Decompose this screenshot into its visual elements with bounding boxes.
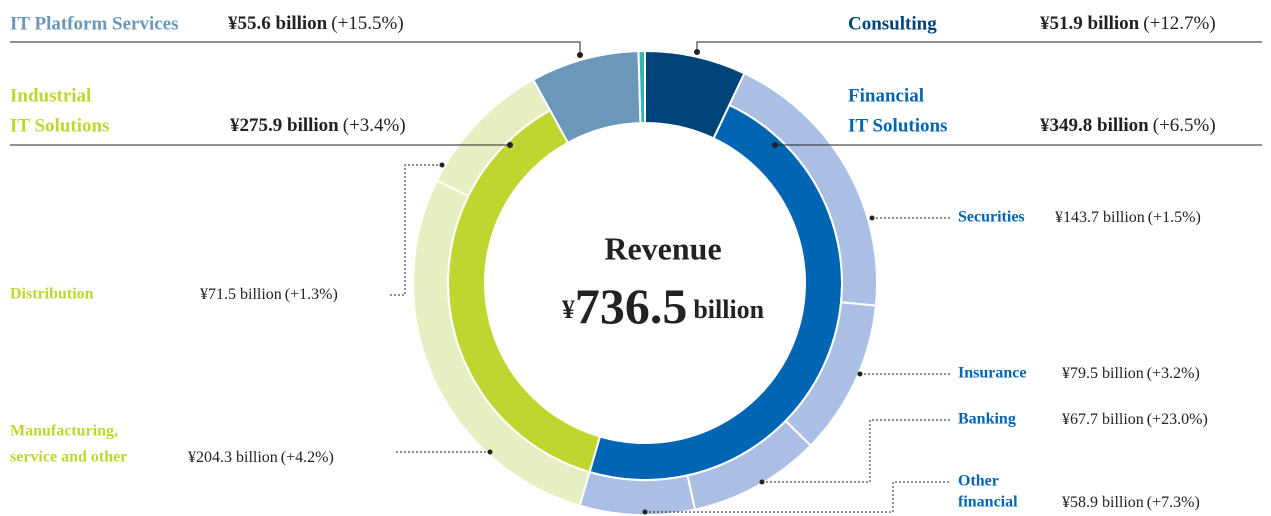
sub-segment-value: ¥67.7 billion (+23.0%) bbox=[1062, 411, 1208, 428]
value-label: ¥349.8 billion bbox=[1040, 115, 1149, 136]
sub-segment-name: Securities bbox=[958, 209, 1025, 226]
sub-segment-value: ¥79.5 billion (+3.2%) bbox=[1062, 365, 1200, 382]
leader-dot bbox=[857, 371, 863, 377]
value-label: ¥51.9 billion bbox=[1040, 13, 1140, 34]
change-label: (+3.2%) bbox=[1147, 365, 1200, 382]
value-label: ¥71.5 billion bbox=[200, 286, 282, 303]
leader-line bbox=[645, 481, 950, 513]
leader-dot bbox=[694, 49, 700, 55]
labels: Consulting ¥51.9 billion (+12.7%) Financial… bbox=[10, 13, 1262, 515]
value-label: ¥204.3 billion bbox=[188, 449, 278, 466]
sub-segment-value: ¥58.9 billion (+7.3%) bbox=[1062, 494, 1200, 511]
change-label: (+7.3%) bbox=[1147, 494, 1200, 511]
center-title: Revenue bbox=[604, 230, 721, 266]
leader-line bbox=[390, 164, 442, 296]
sub-segment-name: Banking bbox=[958, 411, 1016, 428]
change-label: (+23.0%) bbox=[1147, 411, 1208, 428]
value-label: ¥55.6 billion bbox=[228, 13, 328, 34]
total: 736.5 bbox=[575, 278, 688, 334]
change-label: (+4.2%) bbox=[281, 449, 334, 466]
rings bbox=[412, 49, 878, 516]
sub-segment-name: service and other bbox=[10, 449, 127, 466]
segment-name: Financial bbox=[848, 85, 924, 106]
segment-value: ¥275.9 billion (+3.4%) bbox=[230, 115, 406, 136]
sub-segment-name: Insurance bbox=[958, 365, 1026, 382]
segment-value: ¥349.8 billion (+6.5%) bbox=[1040, 115, 1216, 136]
ring-divider bbox=[447, 109, 590, 473]
leader-dot bbox=[487, 449, 493, 455]
leader-line bbox=[762, 419, 950, 483]
change-label: (+15.5%) bbox=[331, 13, 403, 34]
change-label: (+1.3%) bbox=[285, 286, 338, 303]
change-label: (+3.4%) bbox=[343, 115, 406, 136]
sub-segment-name: financial bbox=[958, 494, 1018, 511]
sub-segment-value: ¥204.3 billion (+4.2%) bbox=[188, 449, 334, 466]
segment-arc bbox=[637, 49, 646, 125]
leader-dot bbox=[772, 142, 778, 148]
sub-segment-name: Distribution bbox=[10, 286, 94, 303]
segment-name: IT Solutions bbox=[10, 115, 109, 136]
leader-dot bbox=[507, 142, 513, 148]
leader-line bbox=[696, 41, 1262, 52]
ring-divider bbox=[589, 104, 843, 481]
value-label: ¥58.9 billion bbox=[1062, 494, 1144, 511]
leader-dot bbox=[869, 215, 875, 221]
change-label: (+1.5%) bbox=[1148, 209, 1201, 226]
leader-dot bbox=[577, 52, 583, 58]
segment-name: Consulting bbox=[848, 13, 937, 34]
sub-segment-name: Manufacturing, bbox=[10, 423, 118, 440]
sub-segment-value: ¥143.7 billion (+1.5%) bbox=[1055, 209, 1201, 226]
unit: billion bbox=[693, 295, 764, 324]
leader-dot bbox=[759, 479, 765, 485]
leader-dot bbox=[439, 162, 445, 168]
change-label: (+6.5%) bbox=[1153, 115, 1216, 136]
center-total: ¥736.5 billion bbox=[562, 278, 765, 334]
leader-line bbox=[10, 41, 581, 55]
sub-segment-name: Other bbox=[958, 473, 999, 490]
value-label: ¥79.5 billion bbox=[1062, 365, 1144, 382]
segment-value: ¥55.6 billion (+15.5%) bbox=[228, 13, 404, 34]
segment-name: Industrial bbox=[10, 85, 91, 106]
change-label: (+12.7%) bbox=[1143, 13, 1215, 34]
leader-dot bbox=[642, 509, 648, 515]
segment-name: IT Platform Services bbox=[10, 13, 179, 34]
value-label: ¥275.9 billion bbox=[230, 115, 339, 136]
currency: ¥ bbox=[562, 295, 575, 324]
value-label: ¥143.7 billion bbox=[1055, 209, 1145, 226]
segment-name: IT Solutions bbox=[848, 115, 947, 136]
value-label: ¥67.7 billion bbox=[1062, 411, 1144, 428]
sub-segment-value: ¥71.5 billion (+1.3%) bbox=[200, 286, 338, 303]
segment-value: ¥51.9 billion (+12.7%) bbox=[1040, 13, 1216, 34]
